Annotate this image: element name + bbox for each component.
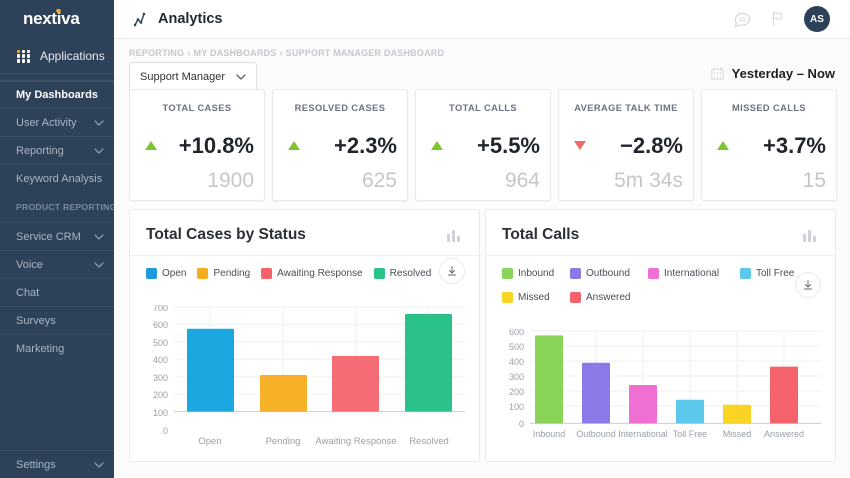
svg-text:600: 600 <box>509 329 524 337</box>
svg-text:Answered: Answered <box>764 429 804 439</box>
svg-text:0: 0 <box>163 426 168 436</box>
svg-text:700: 700 <box>153 305 168 313</box>
svg-text:Toll Free: Toll Free <box>673 429 708 439</box>
svg-text:500: 500 <box>153 338 168 348</box>
svg-text:400: 400 <box>509 357 524 367</box>
svg-text:International: International <box>618 429 668 439</box>
svg-text:Inbound: Inbound <box>533 429 566 439</box>
svg-text:Open: Open <box>198 436 221 447</box>
svg-text:nextiva: nextiva <box>23 9 80 27</box>
svg-text:Missed: Missed <box>723 429 752 439</box>
svg-text:Resolved: Resolved <box>409 436 449 447</box>
svg-text:200: 200 <box>153 390 168 400</box>
svg-text:300: 300 <box>153 373 168 383</box>
svg-text:600: 600 <box>153 320 168 330</box>
svg-text:500: 500 <box>509 342 524 352</box>
svg-text:0: 0 <box>519 419 524 429</box>
svg-text:Pending: Pending <box>266 436 301 447</box>
svg-text:300: 300 <box>509 372 524 382</box>
svg-text:400: 400 <box>153 355 168 365</box>
svg-text:Outbound: Outbound <box>576 429 616 439</box>
svg-text:100: 100 <box>509 402 524 412</box>
svg-text:100: 100 <box>153 408 168 418</box>
svg-text:Awaiting Response: Awaiting Response <box>315 436 396 447</box>
svg-text:200: 200 <box>509 387 524 397</box>
